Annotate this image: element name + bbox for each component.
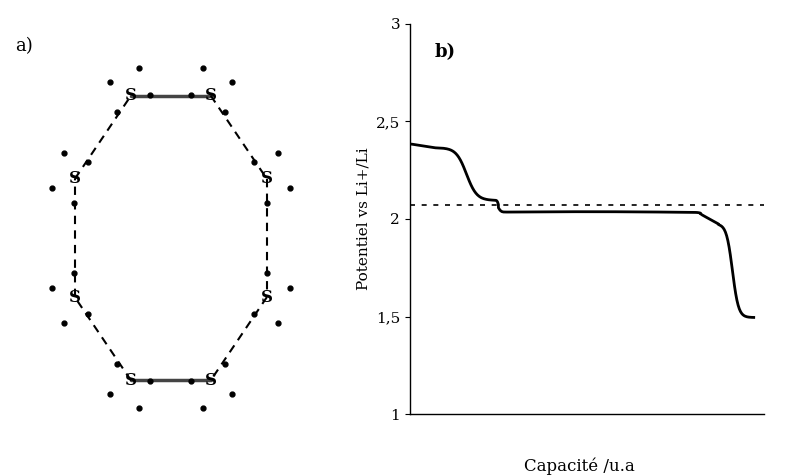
Text: S: S [69,170,80,188]
Y-axis label: Potentiel vs Li+/Li: Potentiel vs Li+/Li [356,148,370,290]
Text: S: S [69,288,80,306]
Text: S: S [125,87,137,104]
Text: S: S [205,372,217,389]
Text: Capacité /u.a: Capacité /u.a [524,458,634,475]
Text: S: S [261,170,273,188]
Text: a): a) [15,37,32,55]
Text: S: S [205,87,217,104]
Text: S: S [261,288,273,306]
Text: S: S [125,372,137,389]
Text: b): b) [435,43,455,61]
